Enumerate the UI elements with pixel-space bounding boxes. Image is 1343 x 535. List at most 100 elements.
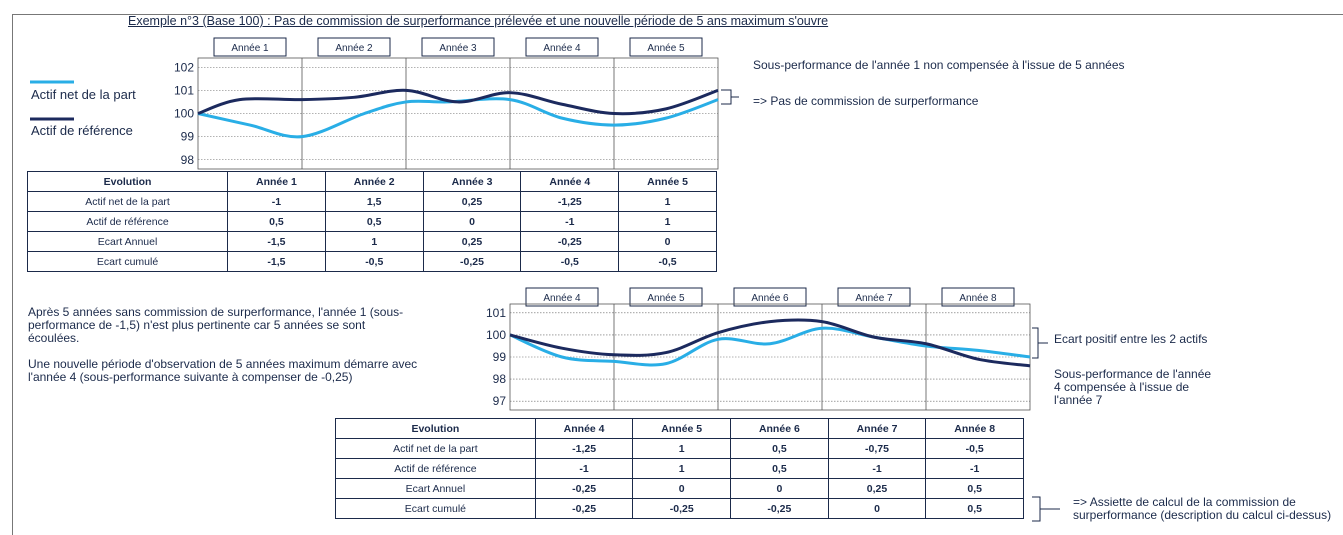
table-cell: 0,5 [324,211,424,232]
table-header-year: Année 3 [422,171,522,192]
table-cell: 0 [827,498,927,519]
table-row: Actif net de la part -1,25 1 0,5 -0,75 -0,5 [335,438,1024,459]
table-cell: 0,25 [422,231,522,252]
table-header-year: Année 4 [534,418,634,439]
row-label: Actif de référence [26,211,229,232]
table-cell: -1 [925,458,1024,479]
table-cell: -0,5 [618,251,717,272]
table-cell: 1 [324,231,424,252]
table-cell: 0 [422,211,522,232]
row-label: Actif net de la part [335,438,536,459]
note-after-5-years: Après 5 années sans commission de surper… [28,305,404,345]
table-header-year: Année 7 [827,418,927,439]
frame-top-border [12,14,1343,15]
year-label-box [629,37,703,57]
table-row: Ecart Annuel -1,5 1 0,25 -0,25 0 [26,231,717,252]
note-calculation-base: => Assiette de calcul de la commission d… [1073,495,1332,522]
y-tick-label: 99 [493,350,507,364]
bracket-top [721,89,739,105]
year-label: Année 8 [959,293,997,304]
table-header-year: Année 5 [618,171,717,192]
table-header-row: Evolution Année 4 Année 5 Année 6 Année 7 Ann… [335,418,1024,439]
chart-top: Année 1 Année 2 Année 3 Année 4 Année 5 102 10… [174,37,719,170]
note-new-period: Une nouvelle période d'observation de 5 … [28,357,418,384]
table-cell: -0,25 [730,498,829,519]
year-label: Année 4 [543,43,581,54]
year-label-box [941,287,1015,307]
year-label-box [837,287,911,307]
year-label-box [421,37,495,57]
series-line-net [197,97,719,139]
table-cell: 1 [618,211,717,232]
table-header-row: Evolution Année 1 Année 2 Année 3 Année 4 Ann… [26,171,717,192]
table-cell: 0 [618,231,717,252]
series-line-ref [197,88,719,116]
note-no-commission: => Pas de commission de surperformance [753,94,979,108]
year-label: Année 1 [231,43,269,54]
table-cell: -1,5 [227,251,326,272]
row-label: Ecart cumulé [26,251,229,272]
year-label: Année 6 [751,293,789,304]
row-label: Ecart Annuel [335,478,536,499]
table-cell: -1,5 [227,231,326,252]
bracket-right [1032,327,1048,359]
table-header-year: Année 8 [925,418,1024,439]
row-label: Actif net de la part [26,191,229,212]
y-tick-label: 100 [174,107,194,121]
y-tick-label: 99 [181,130,195,144]
table-cell: 0,25 [827,478,927,499]
y-tick-label: 98 [493,372,507,386]
year-label: Année 2 [335,43,373,54]
table-cell: -1 [227,191,326,212]
table-cell: -0,75 [827,438,927,459]
table-row: Actif de référence -1 1 0,5 -1 -1 [335,458,1024,479]
table-cell: 0,25 [422,191,522,212]
year-label-box [733,287,807,307]
legend-net-label: Actif net de la part [31,87,136,102]
y-tick-label: 100 [486,328,506,342]
note-year4-compensated: Sous-performance de l'année 4 compensée … [1054,367,1212,407]
table-cell: 1 [632,438,732,459]
table-cell: 0,5 [730,458,829,479]
note-positive-gap: Ecart positif entre les 2 actifs [1054,332,1208,346]
note-underperformance-year1: Sous-performance de l'année 1 non compen… [753,58,1125,72]
table-cell: -0,5 [324,251,424,272]
series-line-net [509,326,1031,367]
table-cell: 0 [730,478,829,499]
table-row: Ecart cumulé -0,25 -0,25 -0,25 0 0,5 [335,498,1024,519]
year-label-box [629,287,703,307]
table-cell: -0,25 [520,231,620,252]
table-cell: 1 [632,458,732,479]
table-cell: -0,25 [632,498,732,519]
table-cell: 0,5 [730,438,829,459]
row-label: Ecart Annuel [26,231,229,252]
table-header-year: Année 2 [324,171,424,192]
table-cell: 0,5 [227,211,326,232]
table-bottom: Evolution Année 4 Année 5 Année 6 Année 7 Ann… [335,418,1024,519]
table-cell: -1,25 [520,191,620,212]
year-label: Année 3 [439,43,477,54]
table-cell: 0 [632,478,732,499]
table-header-year: Année 4 [520,171,620,192]
year-label-box [213,37,287,57]
table-header-year: Année 1 [227,171,326,192]
table-cell: -1 [520,211,620,232]
table-cell: -0,5 [520,251,620,272]
year-label-box [525,287,599,307]
bracket-bottom [1032,496,1060,522]
table-row: Actif de référence 0,5 0,5 0 -1 1 [26,211,717,232]
table-row: Ecart cumulé -1,5 -0,5 -0,25 -0,5 -0,5 [26,251,717,272]
year-label: Année 4 [543,293,581,304]
y-tick-label: 102 [174,60,194,74]
row-label: Ecart cumulé [335,498,536,519]
y-tick-label: 101 [486,306,506,320]
legend-ref-label: Actif de référence [31,123,133,138]
table-header-evolution: Evolution [335,418,536,439]
table-cell: -0,25 [534,478,634,499]
table-cell: 0,5 [925,498,1024,519]
table-cell: 1 [618,191,717,212]
table-top: Evolution Année 1 Année 2 Année 3 Année 4 Ann… [26,171,717,272]
table-row: Ecart Annuel -0,25 0 0 0,25 0,5 [335,478,1024,499]
table-header-year: Année 6 [730,418,829,439]
table-cell: -1 [827,458,927,479]
